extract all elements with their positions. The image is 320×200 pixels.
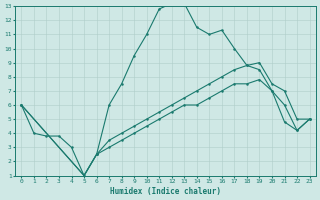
X-axis label: Humidex (Indice chaleur): Humidex (Indice chaleur) [110, 187, 221, 196]
